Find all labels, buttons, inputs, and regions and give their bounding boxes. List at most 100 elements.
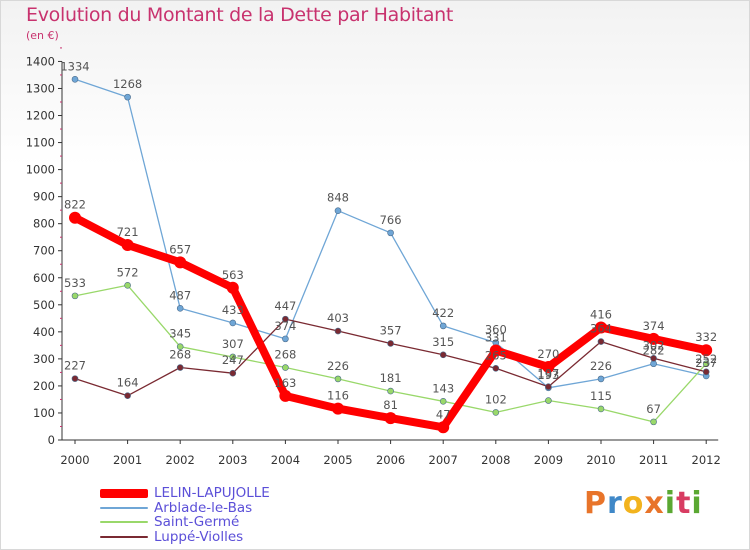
data-point (650, 355, 657, 362)
data-label: 268 (274, 348, 296, 362)
data-point (279, 389, 292, 402)
x-tick-label: 2008 (481, 453, 510, 467)
data-label: 487 (169, 288, 191, 302)
data-label: 332 (695, 330, 717, 344)
legend-item: LELIN-LAPUJOLLE (100, 486, 270, 501)
data-label: 433 (222, 303, 244, 317)
data-point (439, 351, 447, 359)
data-label: 403 (327, 311, 349, 325)
x-tick-label: 2002 (166, 453, 195, 467)
data-label: 374 (274, 319, 296, 333)
legend-label: Luppé-Violles (154, 528, 244, 545)
data-label: 227 (64, 359, 86, 373)
data-point (69, 211, 81, 224)
data-label: 237 (695, 356, 717, 370)
x-tick-label: 2003 (218, 453, 247, 467)
data-point (650, 360, 657, 368)
data-point (71, 75, 79, 83)
data-label: 721 (117, 225, 139, 239)
data-point (437, 421, 450, 434)
legend-swatch (100, 521, 148, 524)
data-label: 115 (590, 389, 612, 403)
proxiti-logo: Proxiti (584, 486, 703, 521)
data-label: 416 (590, 308, 612, 322)
y-tick-label: 1300 (26, 81, 55, 95)
chart-unit: (en €) (26, 29, 59, 42)
y-tick-label: 900 (33, 190, 55, 204)
data-point (542, 360, 555, 373)
data-point (597, 375, 605, 383)
x-tick-label: 2001 (113, 453, 142, 467)
data-point (595, 321, 607, 334)
y-tick-label: 1200 (26, 109, 55, 123)
legend-item: Arblade-le-Bas (100, 501, 270, 516)
data-point (597, 405, 605, 413)
data-label: 422 (432, 306, 454, 320)
data-point (387, 340, 394, 347)
y-tick-label: 200 (33, 379, 55, 393)
data-point (387, 229, 394, 237)
data-label: 1334 (60, 59, 89, 73)
data-point (71, 375, 79, 382)
data-label: 766 (380, 213, 402, 227)
data-label: 302 (643, 338, 665, 352)
y-tick-label: 400 (33, 325, 55, 339)
data-label: 270 (537, 347, 559, 361)
data-point (650, 418, 657, 426)
y-tick-label: 800 (33, 217, 55, 231)
data-point (702, 368, 710, 376)
data-point (282, 364, 289, 371)
data-point (226, 281, 239, 294)
data-point (387, 387, 394, 395)
data-point (334, 207, 342, 215)
data-label: 143 (432, 381, 454, 395)
data-label: 1268 (113, 77, 142, 91)
data-point (229, 319, 237, 327)
data-point (492, 365, 500, 372)
data-label: 265 (485, 348, 507, 362)
x-tick-label: 2007 (429, 453, 458, 467)
data-point (702, 360, 710, 368)
x-tick-label: 2009 (534, 453, 563, 467)
y-tick-label: 500 (33, 298, 55, 312)
data-point (71, 292, 79, 300)
data-label: 67 (646, 402, 661, 416)
data-label: 364 (590, 322, 612, 336)
data-point (282, 315, 289, 323)
data-label: 47 (436, 407, 451, 421)
data-label: 331 (485, 330, 507, 344)
x-tick-label: 2000 (60, 453, 89, 467)
data-point (176, 364, 184, 371)
data-label: 226 (590, 359, 612, 373)
chart-title: Evolution du Montant de la Dette par Hab… (26, 4, 454, 26)
y-tick-label: 1000 (26, 163, 55, 177)
data-label: 533 (64, 276, 86, 290)
legend-label: Arblade-le-Bas (154, 499, 253, 516)
data-point (489, 344, 502, 357)
data-label: 163 (274, 376, 296, 390)
legend: LELIN-LAPUJOLLE Arblade-le-Bas Saint-Germé… (100, 486, 270, 544)
y-tick-label: 700 (33, 244, 55, 258)
data-label: 315 (432, 335, 454, 349)
data-point (124, 93, 131, 101)
legend-item: Luppé-Violles (100, 530, 270, 545)
x-tick-label: 2006 (376, 453, 405, 467)
x-tick-label: 2011 (639, 453, 668, 467)
y-tick-label: 300 (33, 352, 55, 366)
data-point (439, 398, 447, 405)
data-point (282, 335, 289, 343)
data-point (384, 412, 397, 425)
data-point (121, 239, 134, 252)
data-point (492, 409, 500, 416)
data-point (439, 322, 447, 330)
data-label: 572 (117, 265, 139, 279)
data-point (700, 344, 713, 357)
data-label: 197 (537, 367, 559, 381)
data-label: 345 (169, 327, 191, 341)
data-label: 657 (169, 242, 191, 256)
data-label: 374 (643, 319, 665, 333)
data-label: 822 (64, 198, 86, 212)
data-label: 102 (485, 392, 507, 406)
data-label: 357 (380, 323, 402, 337)
data-point (545, 383, 552, 391)
